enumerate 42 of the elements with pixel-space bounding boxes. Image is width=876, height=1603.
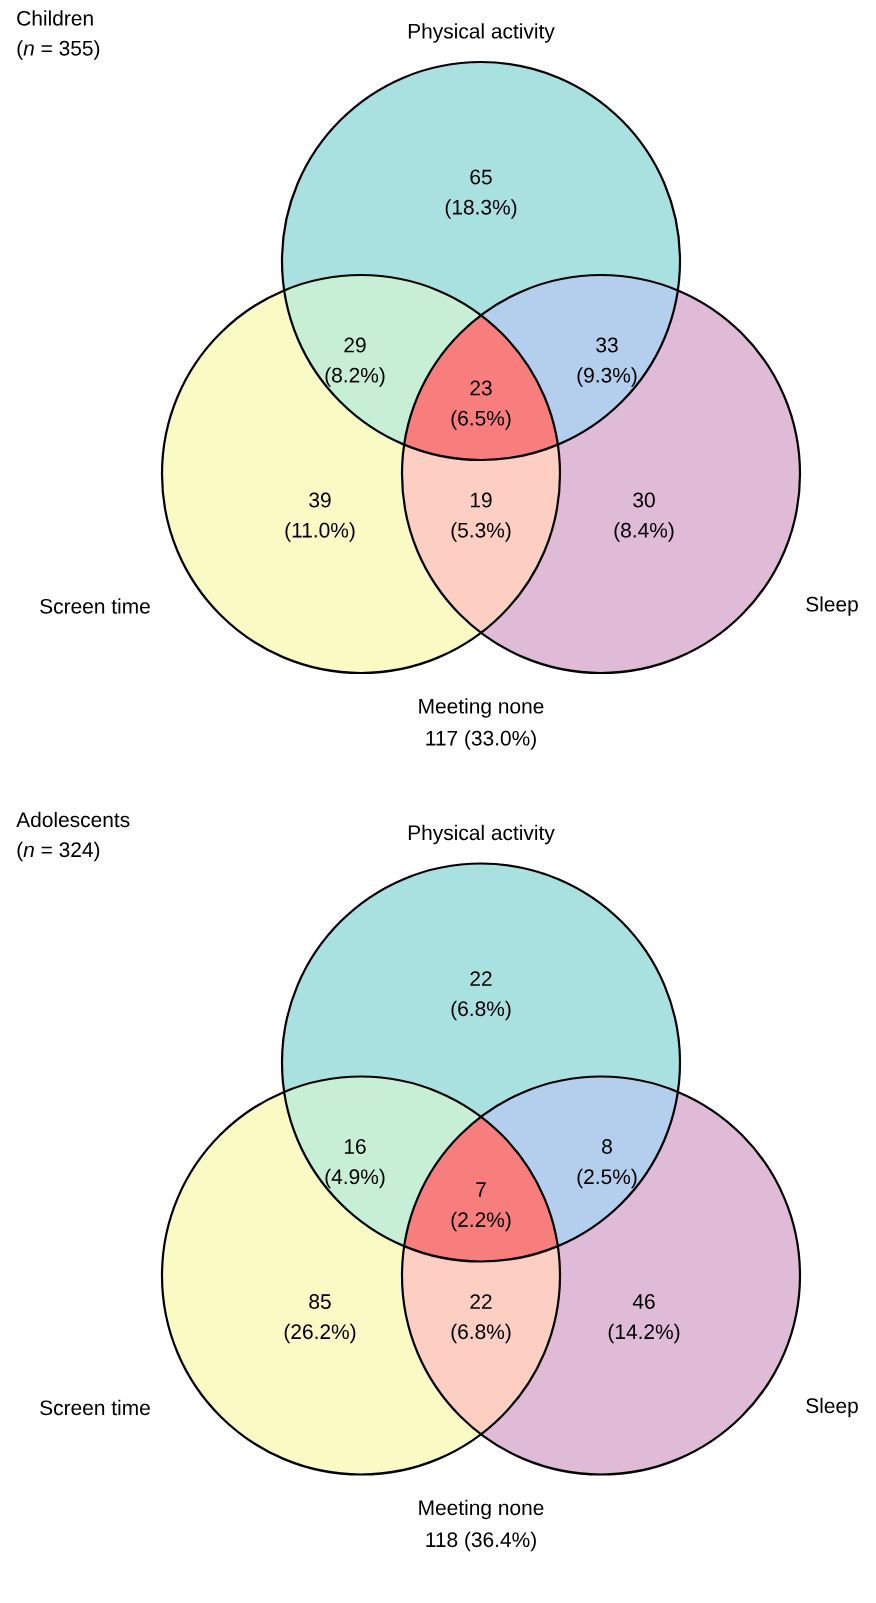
text: Meeting none bbox=[419, 698, 544, 718]
data-label: 39 bbox=[309, 492, 331, 508]
text: (8.4%) bbox=[614, 522, 674, 542]
text: (9.3%) bbox=[577, 367, 637, 387]
text: (6.5%) bbox=[451, 410, 511, 430]
data-label: 30 bbox=[633, 492, 655, 508]
data-label: 22 bbox=[470, 1294, 492, 1309]
text: (8.2%) bbox=[325, 367, 385, 387]
data-label: 16 bbox=[344, 1139, 366, 1154]
data-label: 46 bbox=[632, 1294, 655, 1309]
data-label: 19 bbox=[470, 492, 492, 508]
text: Meeting none bbox=[419, 1499, 544, 1520]
data-label: 22 bbox=[470, 971, 492, 986]
text: (n = 355) bbox=[17, 40, 100, 60]
text: (2.2%) bbox=[451, 1211, 511, 1232]
text: 117 (33.0%) bbox=[426, 730, 536, 750]
text: Sleep bbox=[806, 1397, 858, 1418]
data-label: 33 bbox=[596, 337, 618, 353]
data-label: 8 bbox=[602, 1139, 612, 1154]
text: (26.2%) bbox=[284, 1323, 356, 1344]
data-label: 7 bbox=[476, 1182, 486, 1197]
text: (11.0%) bbox=[285, 522, 355, 542]
text: Physical activity bbox=[408, 23, 555, 43]
data-label: 85 bbox=[309, 1294, 331, 1309]
data-label: 29 bbox=[344, 337, 366, 353]
text: (5.3%) bbox=[451, 522, 511, 542]
text: (n = 324) bbox=[17, 841, 100, 862]
text: Children bbox=[17, 10, 93, 26]
data-label: 23 bbox=[470, 380, 492, 396]
text: (14.2%) bbox=[608, 1323, 680, 1344]
text: Screen time bbox=[40, 1399, 150, 1416]
text: (6.8%) bbox=[451, 1000, 511, 1021]
text: (4.9%) bbox=[325, 1168, 385, 1189]
text: Physical activity bbox=[408, 824, 555, 845]
data-label: 65 bbox=[470, 169, 492, 185]
text: (2.5%) bbox=[577, 1168, 637, 1189]
text: Screen time bbox=[40, 598, 150, 614]
text: (6.8%) bbox=[451, 1323, 511, 1344]
text: 118 (36.4%) bbox=[426, 1531, 536, 1552]
text: Sleep bbox=[806, 596, 858, 616]
text: Adolescents bbox=[16, 811, 130, 828]
text: (18.3%) bbox=[445, 199, 517, 219]
